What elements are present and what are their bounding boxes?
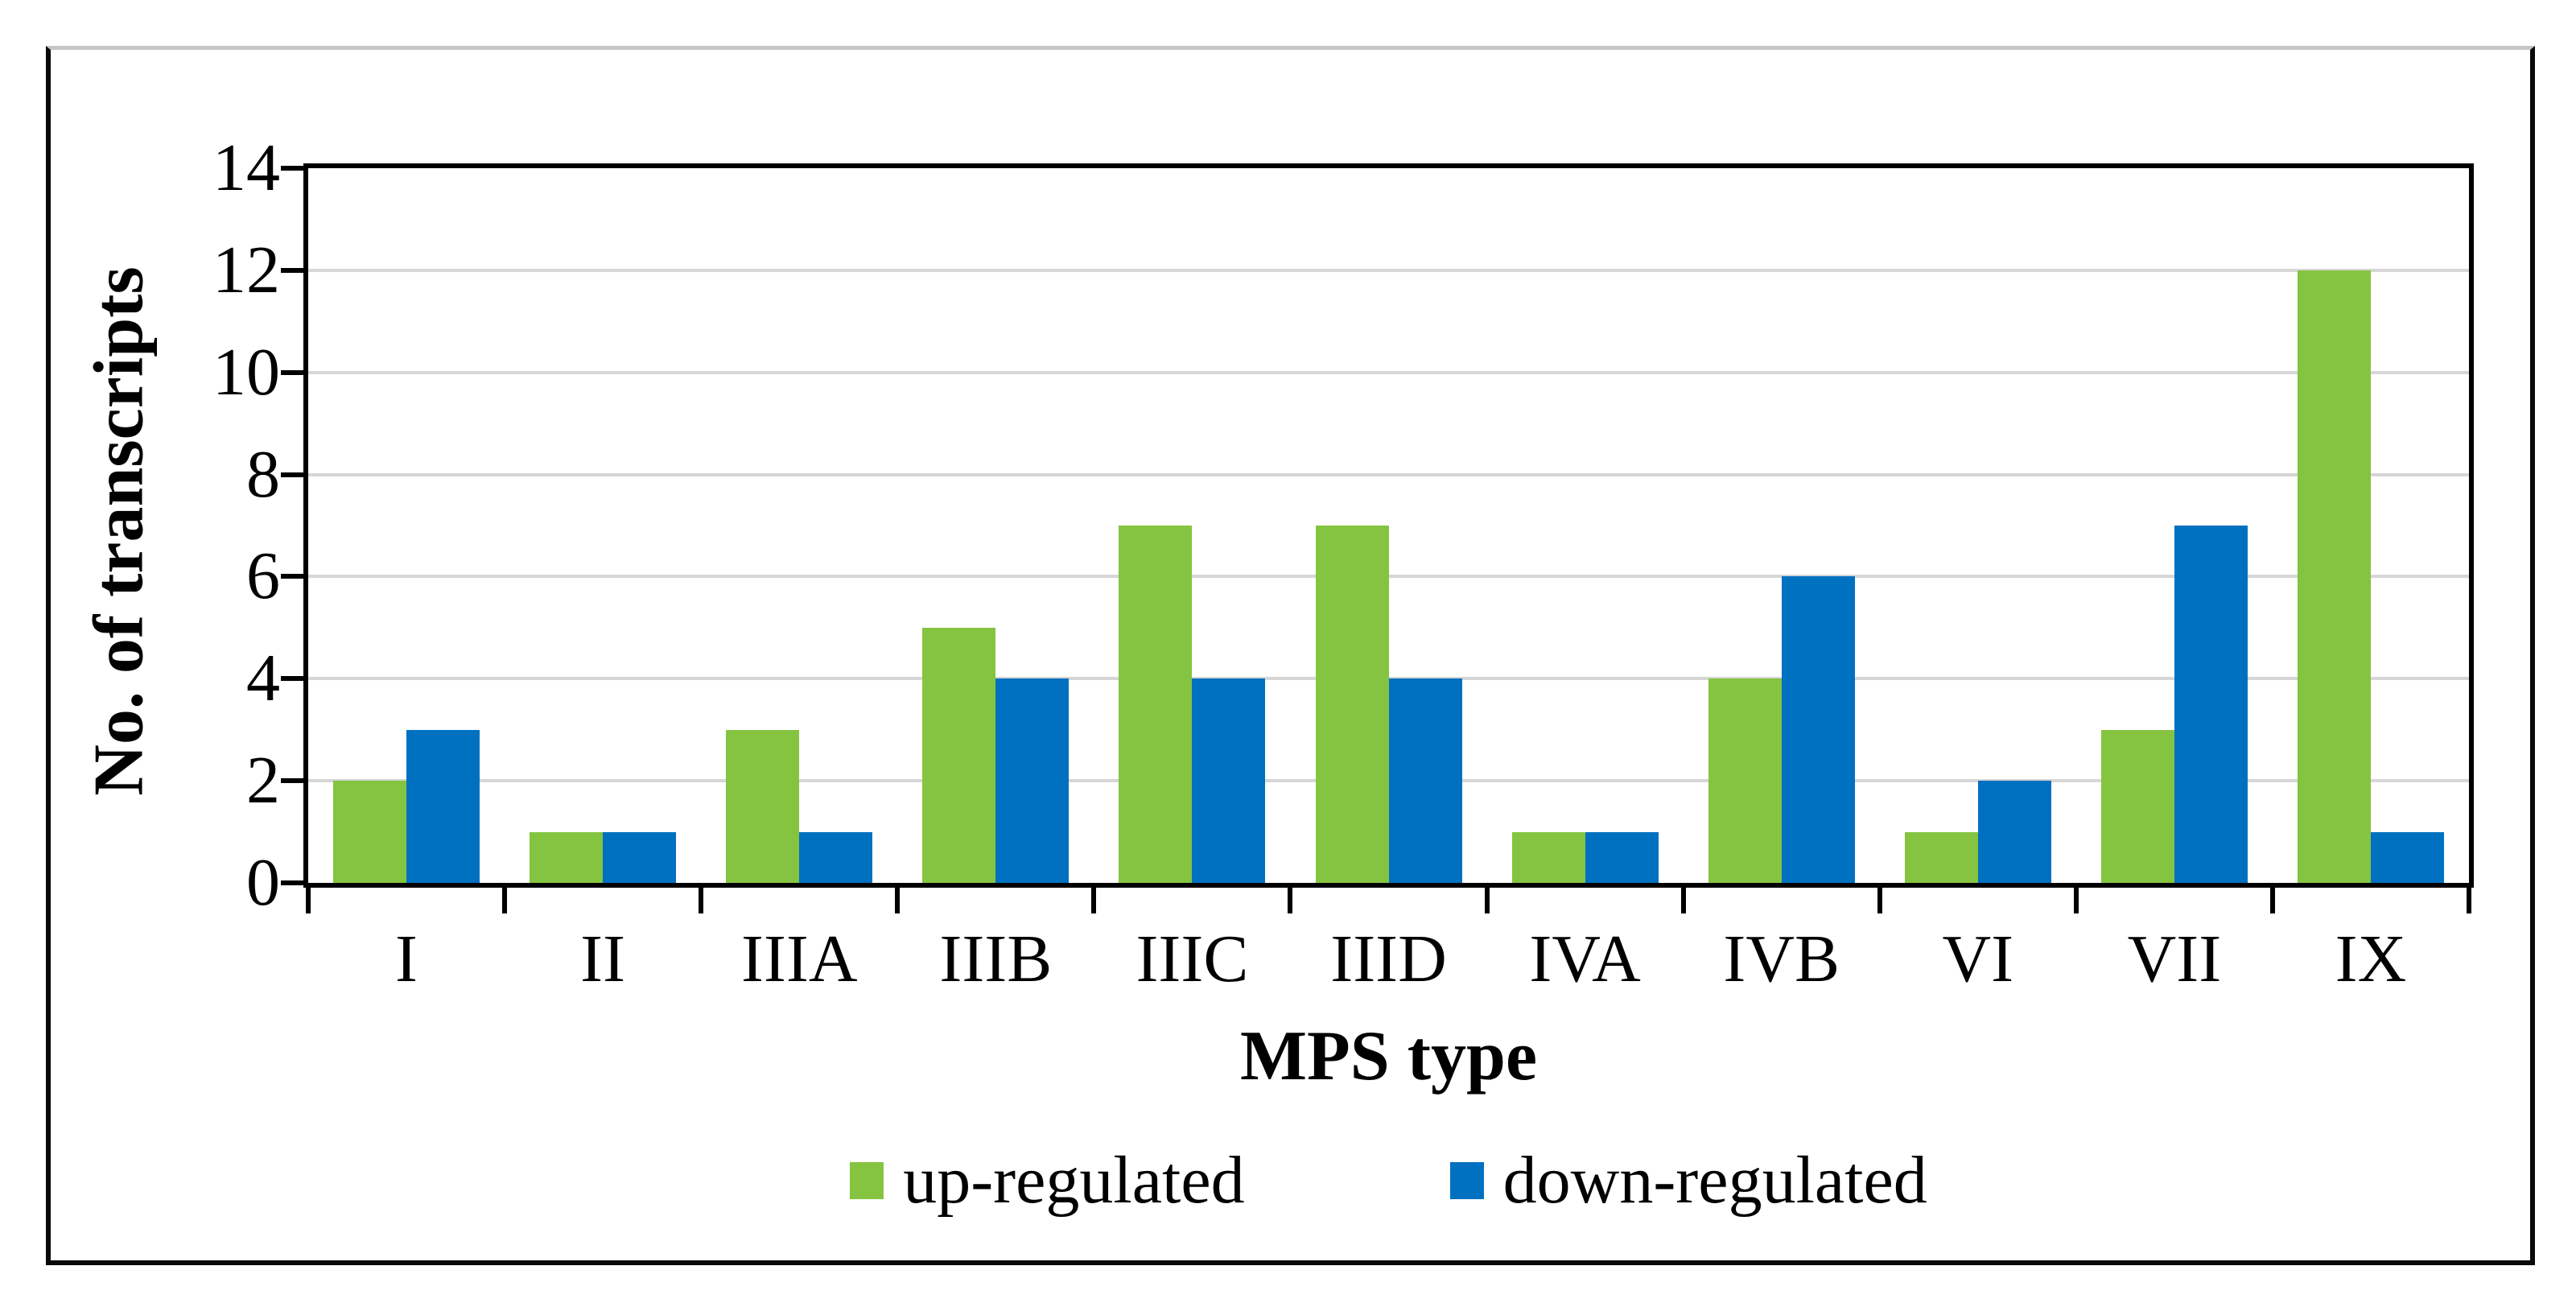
y-tick-mark-0 (281, 880, 303, 885)
bar-up-IVB (1708, 678, 1782, 883)
bar-down-II (603, 831, 677, 883)
y-tick-label-8: 8 (246, 436, 280, 512)
x-tick-mark-10 (2269, 888, 2275, 913)
bar-down-VI (1977, 781, 2051, 883)
bar-down-I (406, 729, 480, 883)
x-tick-mark-6 (1484, 888, 1490, 913)
y-tick-mark-2 (281, 778, 303, 784)
y-tick-mark-4 (281, 676, 303, 682)
bar-down-IIIC (1192, 678, 1266, 883)
x-category-label-II: II (580, 922, 626, 996)
x-category-label-IIID: IIID (1330, 922, 1447, 996)
bar-up-IVA (1511, 831, 1585, 883)
x-tick-mark-1 (502, 888, 508, 913)
x-category-label-IVA: IVA (1529, 922, 1641, 996)
x-category-label-VII: VII (2127, 922, 2222, 996)
bar-up-VII (2100, 729, 2174, 883)
y-tick-mark-14 (281, 166, 303, 171)
y-tick-mark-10 (281, 369, 303, 375)
x-axis-category-labels: I II IIIA IIIB IIIC IIID IVA IVB VI VII IX (308, 919, 2469, 1008)
x-tick-mark-8 (1877, 888, 1882, 913)
x-category-label-IX: IX (2335, 922, 2407, 996)
gridline-y-4 (308, 677, 2469, 681)
bar-down-IIID (1388, 678, 1462, 883)
gridline-y-10 (308, 370, 2469, 374)
bar-up-IX (2297, 270, 2371, 883)
bar-up-VI (1904, 831, 1978, 883)
gridline-y-8 (308, 472, 2469, 476)
y-tick-label-0: 0 (246, 845, 280, 920)
bar-down-IVB (1781, 576, 1855, 883)
x-category-label-IVB: IVB (1723, 922, 1840, 996)
down-regulated-swatch-icon (1449, 1162, 1484, 1199)
bar-down-VII (2174, 526, 2248, 883)
legend-item-up-regulated: up-regulated (850, 1140, 1245, 1221)
x-tick-mark-9 (2073, 888, 2079, 913)
bar-up-IIIA (726, 729, 800, 883)
y-tick-label-2: 2 (246, 743, 280, 818)
y-tick-label-4: 4 (246, 641, 280, 716)
x-category-label-I: I (395, 922, 418, 996)
bar-down-IIIA (799, 831, 873, 883)
y-tick-label-10: 10 (212, 334, 280, 410)
x-tick-mark-4 (1091, 888, 1097, 913)
x-category-label-IIIB: IIIB (939, 922, 1053, 996)
x-category-label-IIIA: IIIA (740, 922, 858, 996)
bar-up-IIIC (1119, 526, 1193, 883)
bar-down-IX (2370, 831, 2444, 883)
x-category-label-IIIC: IIIC (1136, 922, 1249, 996)
x-tick-mark-7 (1680, 888, 1686, 913)
y-tick-label-14: 14 (212, 130, 280, 205)
x-tick-mark-5 (1288, 888, 1293, 913)
x-tick-mark-0 (306, 888, 311, 913)
y-tick-mark-8 (281, 472, 303, 477)
x-axis-title: MPS type (1239, 1017, 1538, 1095)
y-tick-label-12: 12 (212, 232, 280, 307)
gridline-y-12 (308, 268, 2469, 272)
legend-label-down: down-regulated (1502, 1143, 1927, 1218)
y-tick-mark-6 (281, 574, 303, 579)
legend-item-down-regulated: down-regulated (1449, 1140, 1927, 1221)
x-tick-mark-3 (895, 888, 901, 913)
bar-up-IIID (1315, 526, 1389, 883)
x-category-label-VI: VI (1942, 922, 2014, 996)
legend-label-up: up-regulated (903, 1143, 1245, 1218)
gridline-y-6 (308, 575, 2469, 579)
x-tick-mark-2 (699, 888, 704, 913)
chart-legend: up-regulated down-regulated (308, 1136, 2469, 1225)
plot-area (303, 163, 2474, 888)
bar-up-I (333, 781, 407, 883)
bar-up-II (530, 831, 604, 883)
x-tick-mark-11 (2467, 888, 2471, 913)
y-tick-mark-12 (281, 267, 303, 273)
bar-down-IIIB (995, 678, 1070, 883)
bar-up-IIIB (922, 627, 996, 883)
y-tick-label-6: 6 (246, 538, 280, 614)
bar-down-IVA (1585, 831, 1659, 883)
up-regulated-swatch-icon (850, 1162, 884, 1199)
